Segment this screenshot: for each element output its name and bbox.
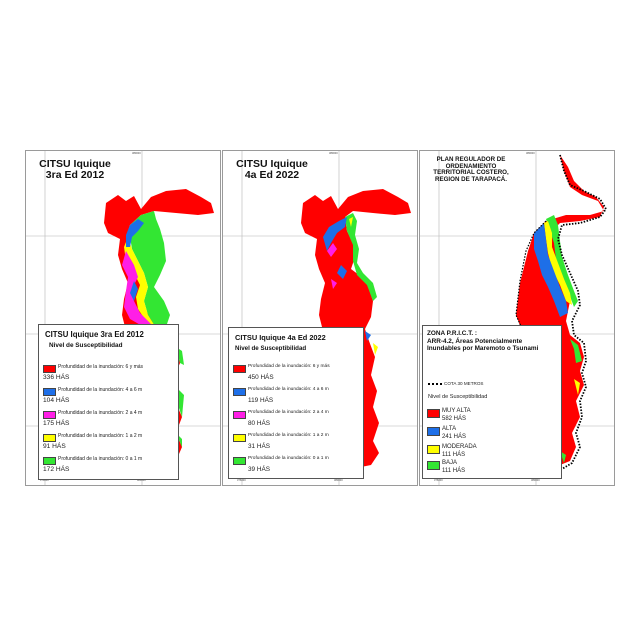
- swatch-red: [43, 365, 56, 373]
- x-coord-label: 380000: [334, 479, 343, 482]
- cota-legend-item: COTA 30 METROS: [428, 381, 483, 386]
- swatch-blue: [427, 427, 440, 436]
- x-coord-label: 380000: [329, 152, 338, 155]
- legend-title: ZONA P.R.I.C.T. : ARR-4.2, Áreas Potenci…: [427, 330, 539, 353]
- swatch-green: [43, 457, 56, 465]
- swatch-red: [233, 365, 246, 373]
- zone-baja: [546, 215, 582, 463]
- panel-title-2012: CITSU Iquique 3ra Ed 2012: [39, 158, 111, 182]
- zone-1-2: [124, 237, 158, 333]
- zone-0-1: [345, 213, 377, 301]
- swatch-yellow: [233, 434, 246, 442]
- legend-title: CITSU Iquique 4a Ed 2022: [235, 333, 326, 342]
- x-coord-label: 380000: [137, 479, 146, 482]
- zone-moderada: [544, 221, 580, 395]
- zone-4-6: [323, 217, 347, 279]
- panel-title-prict: PLAN REGULADOR DE ORDENAMIENTO TERRITORI…: [433, 156, 509, 183]
- swatch-yellow: [427, 445, 440, 454]
- x-coord-label: 376000: [434, 479, 443, 482]
- swatch-blue: [233, 388, 246, 396]
- legend-2022: CITSU Iquique 4a Ed 2022 Nivel de Suscep…: [228, 327, 364, 479]
- legend-subtitle: Nivel de Susceptibilidad: [235, 345, 307, 352]
- legend-subtitle: Nivel de Susceptibilidad: [49, 342, 123, 349]
- x-coord-label: 376000: [237, 479, 246, 482]
- panel-title-2022: CITSU Iquique 4a Ed 2022: [236, 158, 308, 182]
- map-panel-2012: CITSU Iquique 3ra Ed 2012 376000 380000 …: [25, 150, 221, 486]
- zone-2-4: [122, 251, 154, 331]
- legend-title: CITSU Iquique 3ra Ed 2012: [45, 330, 144, 339]
- x-coord-label: 380000: [526, 152, 535, 155]
- inundation-map-2012: [26, 151, 220, 485]
- swatch-magenta: [43, 411, 56, 419]
- map-panel-prict: PLAN REGULADOR DE ORDENAMIENTO TERRITORI…: [419, 150, 615, 486]
- zone-alta: [534, 223, 568, 317]
- map-panel-2022: CITSU Iquique 4a Ed 2022 376000 380000 3…: [222, 150, 418, 486]
- x-coord-label: 376000: [40, 479, 49, 482]
- legend-subtitle: Nivel de Susceptibilidad: [428, 394, 488, 400]
- dotted-line-swatch: [428, 382, 442, 385]
- cota-30-line: [557, 154, 608, 470]
- legend-2012: CITSU Iquique 3ra Ed 2012 Nivel de Susce…: [38, 324, 179, 480]
- x-coord-label: 380000: [531, 479, 540, 482]
- swatch-magenta: [233, 411, 246, 419]
- x-coord-label: 380000: [132, 152, 141, 155]
- swatch-red: [427, 409, 440, 418]
- zone-4-6: [126, 219, 144, 301]
- zone-0-1: [130, 211, 170, 331]
- zone-2-4: [327, 243, 337, 289]
- swatch-green: [427, 461, 440, 470]
- swatch-green: [233, 457, 246, 465]
- swatch-blue: [43, 388, 56, 396]
- swatch-yellow: [43, 434, 56, 442]
- legend-prict: ZONA P.R.I.C.T. : ARR-4.2, Áreas Potenci…: [422, 325, 562, 479]
- zone-1-2: [349, 217, 353, 227]
